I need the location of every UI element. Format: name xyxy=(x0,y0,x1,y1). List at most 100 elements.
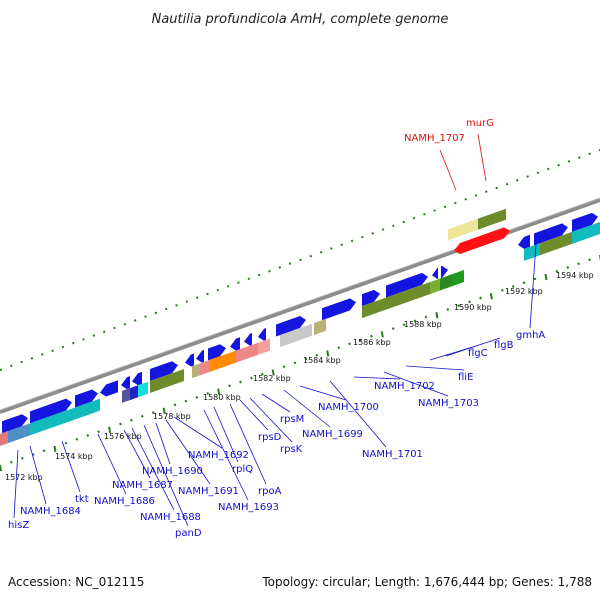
cog-block xyxy=(280,323,312,348)
ruler-tick xyxy=(20,456,24,460)
leader-line xyxy=(61,440,81,493)
cog-block xyxy=(30,405,80,436)
ruler-tick xyxy=(162,407,166,414)
gene-label[interactable]: flgC xyxy=(468,348,488,359)
ruler-tick xyxy=(511,285,515,288)
ruler-tick xyxy=(522,281,526,285)
cog-block xyxy=(130,385,138,401)
ruler-tick xyxy=(173,403,177,407)
cog-block xyxy=(452,270,464,287)
cog-block xyxy=(440,274,452,291)
leader-line xyxy=(261,393,291,413)
gene-label[interactable]: hisZ xyxy=(8,520,29,531)
ruler-tick xyxy=(140,414,144,418)
ruler-tick xyxy=(217,388,221,395)
gene-label[interactable]: rpsK xyxy=(280,444,303,455)
gene-label[interactable]: NAMH_1700 xyxy=(318,402,379,413)
leader-line xyxy=(329,380,387,448)
gene-label[interactable]: NAMH_1692 xyxy=(188,450,249,461)
ruler-tick xyxy=(391,327,395,330)
genome-backbone-highlight xyxy=(0,197,600,411)
gene-arrow xyxy=(208,344,226,361)
ruler-tick xyxy=(588,258,591,262)
gene-label[interactable]: NAMH_1707 xyxy=(404,133,465,144)
leader-line xyxy=(203,409,249,501)
ruler-tick xyxy=(260,372,264,376)
ruler-tick xyxy=(293,361,297,365)
ruler-tick xyxy=(413,319,417,323)
leader-line xyxy=(439,149,457,191)
ruler-tick xyxy=(326,350,330,357)
gene-label[interactable]: NAMH_1690 xyxy=(142,466,203,477)
ruler-tick xyxy=(0,464,2,472)
ruler-label: 1584 kbp xyxy=(303,356,341,365)
ruler-tick xyxy=(555,269,559,273)
cog-block xyxy=(314,318,326,336)
leader-line xyxy=(155,422,171,465)
ruler-tick xyxy=(151,411,155,414)
cog-block xyxy=(210,350,236,372)
genome-backbone xyxy=(0,198,600,414)
accession-text: Accession: NC_012115 xyxy=(8,575,144,589)
leader-line xyxy=(213,406,239,463)
ruler-tick xyxy=(424,315,428,319)
leader-line xyxy=(405,365,465,371)
gene-label[interactable]: murG xyxy=(466,118,494,129)
ruler-tick xyxy=(315,353,319,357)
gene-label[interactable]: tkt xyxy=(75,494,89,505)
cog-block xyxy=(8,423,30,444)
ruler-label: 1572 kbp xyxy=(5,473,43,482)
gene-arrow xyxy=(534,223,568,246)
label-leaders xyxy=(13,133,537,527)
gene-label[interactable]: NAMH_1691 xyxy=(178,486,239,497)
ruler-tick xyxy=(479,296,482,300)
gene-label[interactable]: rpsD xyxy=(258,432,282,443)
ruler-tick xyxy=(184,399,188,403)
gene-features xyxy=(0,208,600,446)
gene-arrow xyxy=(484,227,510,246)
ruler-label: 1574 kbp xyxy=(55,452,93,461)
ruler-ticks xyxy=(0,255,600,472)
topology-text: Topology: circular; Length: 1,676,444 bp… xyxy=(261,575,592,589)
gene-label[interactable]: NAMH_1703 xyxy=(418,398,479,409)
ruler-tick xyxy=(348,342,351,346)
gene-label[interactable]: NAMH_1702 xyxy=(374,381,435,392)
gene-label[interactable]: gmhA xyxy=(516,330,545,341)
gene-arrow xyxy=(276,316,306,337)
ruler-tick xyxy=(228,384,231,388)
leader-line xyxy=(173,416,223,449)
ruler-tick xyxy=(402,323,406,327)
gene-label[interactable]: panD xyxy=(175,528,202,539)
gene-label[interactable]: NAMH_1688 xyxy=(140,512,201,523)
gene-label[interactable]: NAMH_1687 xyxy=(112,480,173,491)
gene-label[interactable]: NAMH_1693 xyxy=(218,502,279,513)
cog-block xyxy=(200,359,210,376)
ruler-tick xyxy=(337,346,341,350)
gene-label[interactable]: NAMH_1701 xyxy=(362,449,423,460)
gene-label[interactable]: rpsM xyxy=(280,414,304,425)
gene-label[interactable]: rpoA xyxy=(258,486,282,497)
gene-label[interactable]: NAMH_1684 xyxy=(20,506,81,517)
gene-label[interactable]: fliE xyxy=(458,372,473,383)
ruler-tick xyxy=(566,266,570,269)
leader-line xyxy=(299,385,347,401)
ruler-label: 1576 kbp xyxy=(104,432,142,441)
cog-block xyxy=(540,231,572,256)
ruler-label: 1592 kbp xyxy=(505,287,543,296)
leader-line xyxy=(383,371,449,397)
ruler-tick xyxy=(195,395,199,399)
cog-block xyxy=(80,398,100,418)
gene-arrow xyxy=(432,267,438,280)
gene-label[interactable]: NAMH_1686 xyxy=(94,496,155,507)
gene-label[interactable]: rplQ xyxy=(232,464,253,475)
gene-label[interactable]: NAMH_1699 xyxy=(302,429,363,440)
ruler-tick xyxy=(86,434,90,437)
ruler-tick xyxy=(533,277,537,281)
ruler-tick xyxy=(108,426,112,433)
gene-arrow xyxy=(30,398,72,424)
cog-block xyxy=(122,388,130,403)
cog-block xyxy=(392,282,430,308)
gene-label[interactable]: flgB xyxy=(494,340,514,351)
gene-arrow xyxy=(454,234,484,254)
ruler-tick xyxy=(359,338,362,342)
